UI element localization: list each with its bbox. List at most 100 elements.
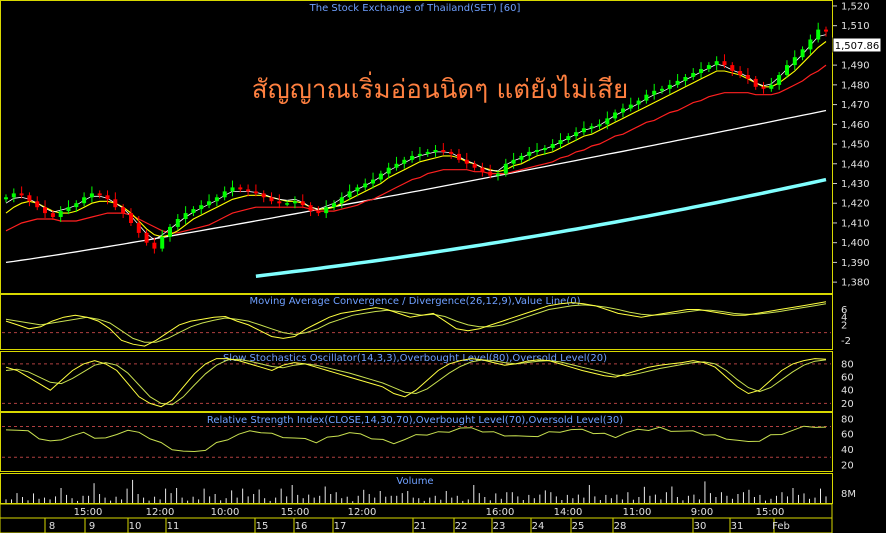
date-tick-label: 23 bbox=[493, 521, 506, 532]
price-tick-label: 1,450 bbox=[841, 140, 870, 151]
candle-body bbox=[691, 73, 696, 77]
date-tick-label: 9 bbox=[89, 521, 95, 532]
candle-body bbox=[378, 173, 383, 180]
ma-mid-line bbox=[5, 34, 827, 241]
macd-tick-label: 2 bbox=[841, 320, 847, 331]
candle-body bbox=[511, 159, 516, 164]
price-tick-label: 1,490 bbox=[841, 61, 870, 72]
time-tick-label: 11:00 bbox=[623, 507, 652, 518]
date-tick-label: 25 bbox=[572, 521, 585, 532]
candle-body bbox=[316, 211, 321, 214]
candle-body bbox=[293, 201, 297, 204]
time-tick-label: 15:00 bbox=[756, 507, 785, 518]
candle-body bbox=[207, 201, 211, 206]
macd-tick-label: -2 bbox=[841, 336, 851, 347]
candle-body bbox=[308, 205, 313, 212]
candle-body bbox=[738, 71, 743, 75]
rsi-title: Relative Strength Index(CLOSE,14,30,70),… bbox=[207, 415, 623, 426]
last-price-label: 1,507.86 bbox=[835, 41, 880, 52]
time-tick-label: 12:00 bbox=[348, 507, 377, 518]
stoch-tick-label: 80 bbox=[841, 359, 854, 370]
candle-body bbox=[628, 104, 633, 109]
price-tick-label: 1,440 bbox=[841, 159, 870, 170]
candle-body bbox=[183, 213, 188, 219]
candle-body bbox=[175, 219, 180, 227]
date-tick-label: 30 bbox=[694, 521, 707, 532]
date-tick-label: 10 bbox=[129, 521, 142, 532]
candle-body bbox=[253, 191, 258, 194]
date-tick-label: 11 bbox=[167, 521, 180, 532]
ma-long-line bbox=[5, 109, 827, 264]
candle-body bbox=[410, 155, 415, 160]
rsi-tick-label: 60 bbox=[841, 430, 854, 441]
candle-body bbox=[347, 191, 352, 198]
candle-body bbox=[19, 193, 24, 196]
macd-line bbox=[5, 301, 827, 347]
candle-body bbox=[550, 144, 555, 148]
candle-body bbox=[425, 151, 430, 154]
macd-tick-label: 4 bbox=[841, 313, 847, 324]
candle-body bbox=[402, 159, 407, 164]
price-tick-label: 1,400 bbox=[841, 238, 870, 249]
price-tick-label: 1,520 bbox=[841, 1, 870, 12]
candle-body bbox=[136, 223, 141, 233]
time-tick-label: 14:00 bbox=[554, 507, 583, 518]
candle-body bbox=[605, 118, 610, 125]
candle-body bbox=[386, 167, 391, 174]
candle-body bbox=[581, 128, 586, 133]
candle-body bbox=[43, 207, 47, 214]
time-tick-label: 9:00 bbox=[691, 507, 713, 518]
candle-body bbox=[441, 150, 446, 152]
candle-body bbox=[191, 209, 196, 213]
rsi-panel-frame bbox=[0, 412, 833, 472]
candle-body bbox=[417, 153, 422, 156]
date-tick-label: 16 bbox=[295, 521, 308, 532]
candle-body bbox=[74, 203, 79, 208]
candle-body bbox=[144, 232, 149, 243]
price-panel-frame bbox=[0, 0, 833, 294]
candle-body bbox=[745, 75, 750, 79]
ma-fast-line bbox=[5, 41, 827, 238]
candle-body bbox=[82, 197, 87, 204]
last-price-tag bbox=[832, 37, 882, 53]
price-tick-label: 1,510 bbox=[841, 21, 870, 32]
candle-body bbox=[433, 150, 438, 152]
candle-body bbox=[800, 49, 805, 58]
candle-body bbox=[464, 159, 469, 164]
candle-body bbox=[706, 65, 711, 69]
time-tick-label: 15:00 bbox=[74, 507, 103, 518]
candle-body bbox=[332, 203, 336, 208]
candle-body bbox=[222, 191, 227, 198]
candle-body bbox=[761, 86, 766, 89]
time-tick-label: 10:00 bbox=[211, 507, 240, 518]
candle-body bbox=[339, 197, 344, 204]
candle-body bbox=[11, 193, 16, 198]
date-tick-label: 21 bbox=[414, 521, 427, 532]
date-tick-label: 15 bbox=[256, 521, 269, 532]
candle-body bbox=[129, 213, 133, 223]
candle-body bbox=[824, 29, 828, 32]
macd-tick-label: 6 bbox=[841, 305, 847, 316]
candle-body bbox=[558, 140, 563, 144]
candle-body bbox=[683, 77, 688, 81]
candle-body bbox=[472, 163, 477, 168]
candle-body bbox=[355, 187, 360, 192]
time-tick-label: 15:00 bbox=[281, 507, 310, 518]
candle-body bbox=[488, 171, 493, 176]
rsi-tick-label: 20 bbox=[841, 460, 854, 471]
date-tick-label: 24 bbox=[532, 521, 545, 532]
candle-body bbox=[589, 126, 594, 129]
candle-body bbox=[527, 151, 532, 156]
candle-body bbox=[152, 242, 157, 249]
candle-body bbox=[660, 88, 664, 91]
candle-body bbox=[535, 150, 539, 152]
date-tick-label: Feb bbox=[772, 521, 790, 532]
macd-signal-line bbox=[5, 303, 827, 343]
ma-trend-line bbox=[255, 177, 827, 278]
candle-body bbox=[753, 78, 758, 87]
candle-body bbox=[97, 193, 102, 196]
candle-body bbox=[105, 195, 110, 200]
price-tick-label: 1,430 bbox=[841, 179, 870, 190]
candle-body bbox=[613, 112, 618, 119]
candle-body bbox=[777, 75, 782, 85]
